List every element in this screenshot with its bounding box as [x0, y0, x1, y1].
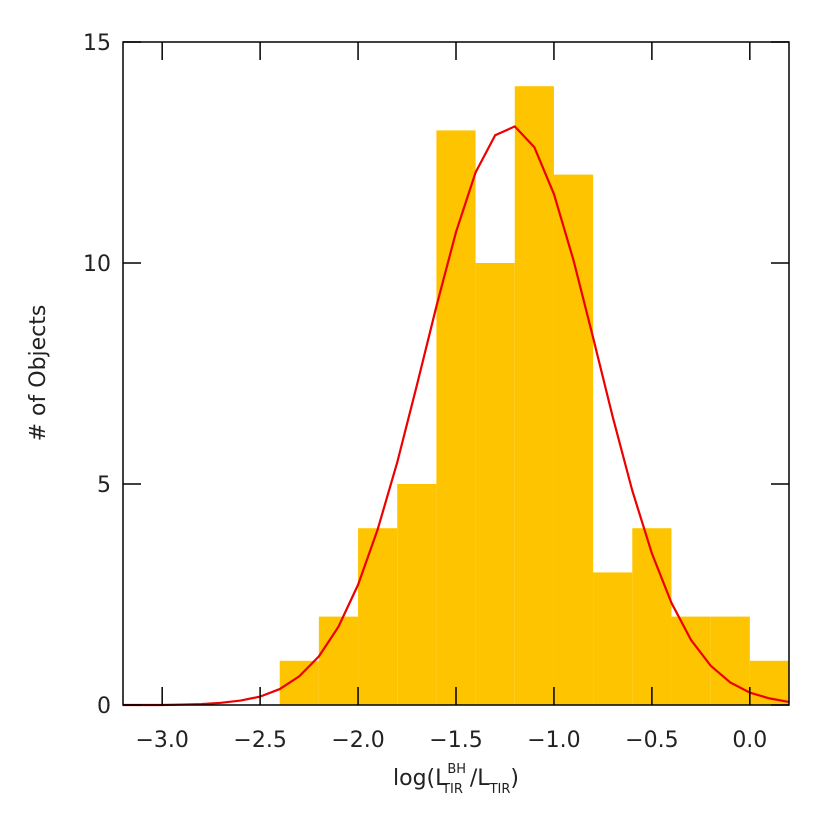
y-tick-label: 0	[97, 694, 111, 719]
x-label-sub: TIR	[489, 782, 511, 797]
fit-curve	[123, 125, 790, 707]
x-tick-label: 0.0	[732, 728, 767, 753]
bar	[475, 263, 515, 705]
bar	[514, 86, 554, 705]
y-tick-label: 15	[83, 31, 111, 56]
y-tick-label: 5	[97, 473, 111, 498]
x-axis-label: log(LBH TIR /LTIR)	[393, 762, 519, 797]
x-label-sup: BH	[447, 762, 466, 777]
y-axis-label: # of Objects	[26, 305, 51, 442]
x-tick-label: −2.5	[233, 728, 286, 753]
bar	[632, 528, 672, 705]
x-tick-label: −3.0	[135, 728, 188, 753]
x-tick-label: −1.5	[429, 728, 482, 753]
x-tick-label: −2.0	[331, 728, 384, 753]
bar	[710, 616, 750, 705]
x-label-part: )	[510, 766, 519, 791]
x-tick-label: −1.0	[527, 728, 580, 753]
bar	[358, 528, 398, 705]
x-label-part: /L	[463, 766, 490, 791]
x-label-part: log(L	[393, 766, 448, 791]
bar	[593, 572, 633, 705]
bar	[671, 616, 711, 705]
x-tick-label: −0.5	[625, 728, 678, 753]
bar	[279, 660, 319, 705]
x-label-sub: TIR	[441, 782, 463, 797]
y-tick-label: 10	[83, 252, 111, 277]
bar	[553, 174, 594, 706]
bar	[318, 616, 359, 705]
bar	[397, 484, 437, 705]
bar	[436, 130, 476, 705]
